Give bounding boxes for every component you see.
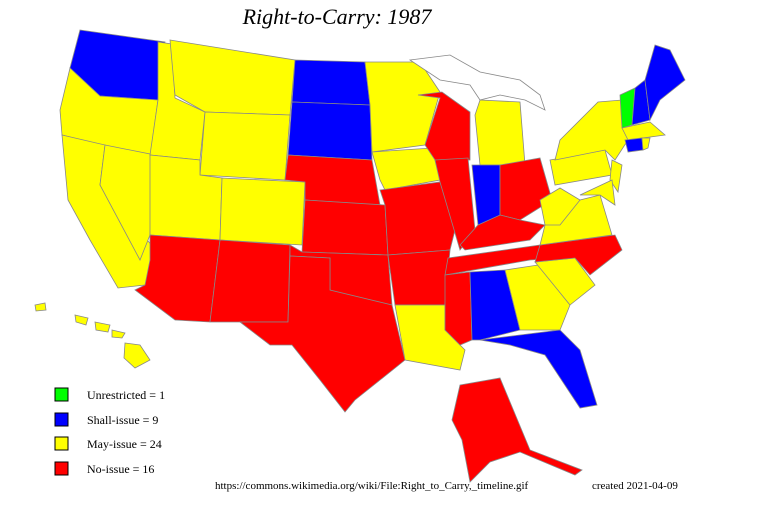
state <box>199 111 291 181</box>
state <box>504 264 571 331</box>
state <box>387 249 451 306</box>
state <box>579 179 616 206</box>
state <box>94 321 111 333</box>
legend-swatch <box>54 412 69 427</box>
source-url: https://commons.wikimedia.org/wiki/File:… <box>215 480 529 492</box>
state <box>111 329 126 339</box>
map-title: Right-to-Carry: 1987 <box>242 4 433 29</box>
state <box>479 329 598 409</box>
state <box>444 271 473 346</box>
legend: Unrestricted = 1 Shall-issue = 9 May-issue… <box>54 387 165 476</box>
us-map <box>34 29 686 483</box>
legend-swatch <box>54 436 69 451</box>
state <box>471 164 501 226</box>
state <box>474 99 526 166</box>
state <box>291 59 371 106</box>
state <box>609 159 623 194</box>
state <box>371 147 441 191</box>
legend-label: No-issue = 16 <box>87 462 154 476</box>
state <box>459 214 546 251</box>
state <box>554 99 629 161</box>
state <box>238 255 406 413</box>
state <box>209 239 291 323</box>
legend-label: Shall-issue = 9 <box>87 413 158 427</box>
state <box>641 137 651 151</box>
state <box>534 234 623 276</box>
state <box>499 157 553 221</box>
legend-label: Unrestricted = 1 <box>87 388 165 402</box>
state <box>469 269 521 341</box>
legend-swatch <box>54 461 69 476</box>
created-date: created 2021-04-09 <box>592 480 678 492</box>
state <box>34 302 47 312</box>
state <box>219 177 306 246</box>
state <box>301 199 389 256</box>
state <box>451 377 583 483</box>
state <box>624 137 644 153</box>
legend-swatch <box>54 387 69 402</box>
state <box>74 314 89 326</box>
legend-label: May-issue = 24 <box>87 437 162 451</box>
state <box>644 44 686 122</box>
state <box>287 101 373 161</box>
state <box>539 187 581 226</box>
state <box>169 39 296 116</box>
state <box>621 121 666 141</box>
state <box>123 342 151 369</box>
state <box>99 144 156 261</box>
